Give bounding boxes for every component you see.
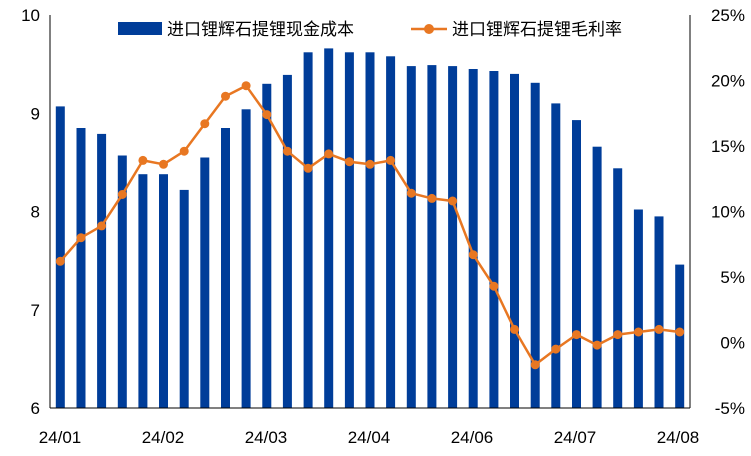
line-series bbox=[55, 81, 685, 370]
x-axis-ticks: 24/01 24/02 24/03 24/04 24/06 24/07 24/08 bbox=[39, 428, 700, 447]
bar-18 bbox=[427, 65, 437, 408]
line-point-28 bbox=[633, 327, 643, 337]
line-point-23 bbox=[530, 360, 540, 370]
line-point-11 bbox=[282, 146, 292, 156]
legend-label-cost: 进口锂辉石提锂现金成本 bbox=[167, 20, 354, 39]
bar-17 bbox=[406, 66, 416, 408]
x-tick-label: 24/08 bbox=[657, 428, 700, 447]
left-tick-label: 7 bbox=[31, 301, 40, 320]
left-tick-label: 9 bbox=[31, 104, 40, 123]
bar-10 bbox=[262, 83, 272, 409]
line-point-0 bbox=[55, 256, 65, 266]
line-point-6 bbox=[179, 146, 189, 156]
bar-8 bbox=[221, 128, 230, 408]
legend-label-margin: 进口锂辉石提锂毛利率 bbox=[452, 20, 622, 39]
right-tick-label: 25% bbox=[711, 6, 745, 25]
line-point-29 bbox=[654, 324, 664, 334]
line-point-10 bbox=[262, 110, 272, 120]
line-point-27 bbox=[613, 330, 623, 340]
left-tick-label: 8 bbox=[31, 203, 40, 222]
bar-23 bbox=[530, 82, 540, 409]
line-point-18 bbox=[427, 193, 437, 203]
bar-21 bbox=[489, 71, 499, 408]
line-point-13 bbox=[324, 149, 334, 159]
line-point-17 bbox=[406, 188, 416, 198]
x-tick-label: 24/03 bbox=[245, 428, 288, 447]
bar-1 bbox=[76, 128, 86, 408]
right-axis-ticks: -5% 0% 5% 10% 15% 20% 25% bbox=[711, 6, 745, 418]
right-tick-label: 0% bbox=[720, 334, 745, 353]
x-tick-label: 24/06 bbox=[451, 428, 494, 447]
line-point-26 bbox=[592, 340, 602, 350]
legend: 进口锂辉石提锂现金成本 进口锂辉石提锂毛利率 bbox=[118, 20, 622, 39]
bar-9 bbox=[241, 109, 251, 409]
line-point-14 bbox=[344, 157, 354, 167]
line-point-8 bbox=[221, 91, 230, 101]
bar-28 bbox=[633, 209, 643, 408]
x-tick-label: 24/01 bbox=[39, 428, 82, 447]
right-tick-label: -5% bbox=[715, 399, 745, 418]
line-point-12 bbox=[303, 163, 313, 173]
bar-15 bbox=[365, 52, 375, 409]
line-point-30 bbox=[675, 327, 685, 337]
bar-6 bbox=[179, 189, 189, 408]
bar-19 bbox=[448, 66, 458, 408]
bar-12 bbox=[303, 52, 313, 409]
right-tick-label: 10% bbox=[711, 203, 745, 222]
bar-14 bbox=[344, 52, 354, 409]
line-point-15 bbox=[365, 159, 375, 169]
line-point-16 bbox=[386, 155, 396, 165]
line-point-2 bbox=[97, 221, 107, 231]
bar-4 bbox=[138, 174, 148, 408]
bar-24 bbox=[551, 103, 561, 409]
left-tick-label: 6 bbox=[31, 399, 40, 418]
bar-7 bbox=[200, 157, 210, 408]
right-tick-label: 20% bbox=[711, 72, 745, 91]
bar-2 bbox=[97, 133, 107, 408]
bar-27 bbox=[613, 168, 623, 408]
x-tick-label: 24/02 bbox=[142, 428, 185, 447]
x-tick-label: 24/04 bbox=[348, 428, 391, 447]
line-point-20 bbox=[468, 250, 478, 260]
left-tick-label: 10 bbox=[21, 6, 40, 25]
bar-series bbox=[55, 48, 685, 409]
line-point-24 bbox=[551, 344, 561, 354]
axes bbox=[49, 15, 691, 409]
bar-5 bbox=[159, 174, 168, 408]
left-axis-ticks: 6 7 8 9 10 bbox=[21, 6, 40, 418]
right-tick-label: 5% bbox=[720, 268, 745, 287]
bar-13 bbox=[324, 48, 334, 409]
right-tick-label: 15% bbox=[711, 137, 745, 156]
bar-3 bbox=[117, 155, 127, 408]
line-point-9 bbox=[241, 81, 251, 91]
line-point-5 bbox=[159, 159, 168, 169]
line-point-21 bbox=[489, 281, 499, 291]
line-point-1 bbox=[76, 233, 86, 243]
bar-29 bbox=[654, 216, 664, 408]
bar-26 bbox=[592, 146, 602, 408]
line-point-19 bbox=[448, 196, 458, 206]
line-point-22 bbox=[510, 324, 519, 334]
line-point-25 bbox=[572, 330, 581, 340]
x-tick-label: 24/07 bbox=[554, 428, 597, 447]
bar-20 bbox=[468, 69, 478, 408]
line-point-3 bbox=[117, 190, 127, 199]
bar-11 bbox=[282, 74, 292, 409]
legend-swatch-bar bbox=[118, 22, 162, 35]
line-point-7 bbox=[200, 119, 210, 129]
bar-25 bbox=[572, 120, 581, 408]
legend-swatch-marker bbox=[424, 24, 434, 34]
bar-16 bbox=[386, 56, 396, 409]
line-point-4 bbox=[138, 155, 148, 165]
bar-22 bbox=[510, 73, 519, 409]
